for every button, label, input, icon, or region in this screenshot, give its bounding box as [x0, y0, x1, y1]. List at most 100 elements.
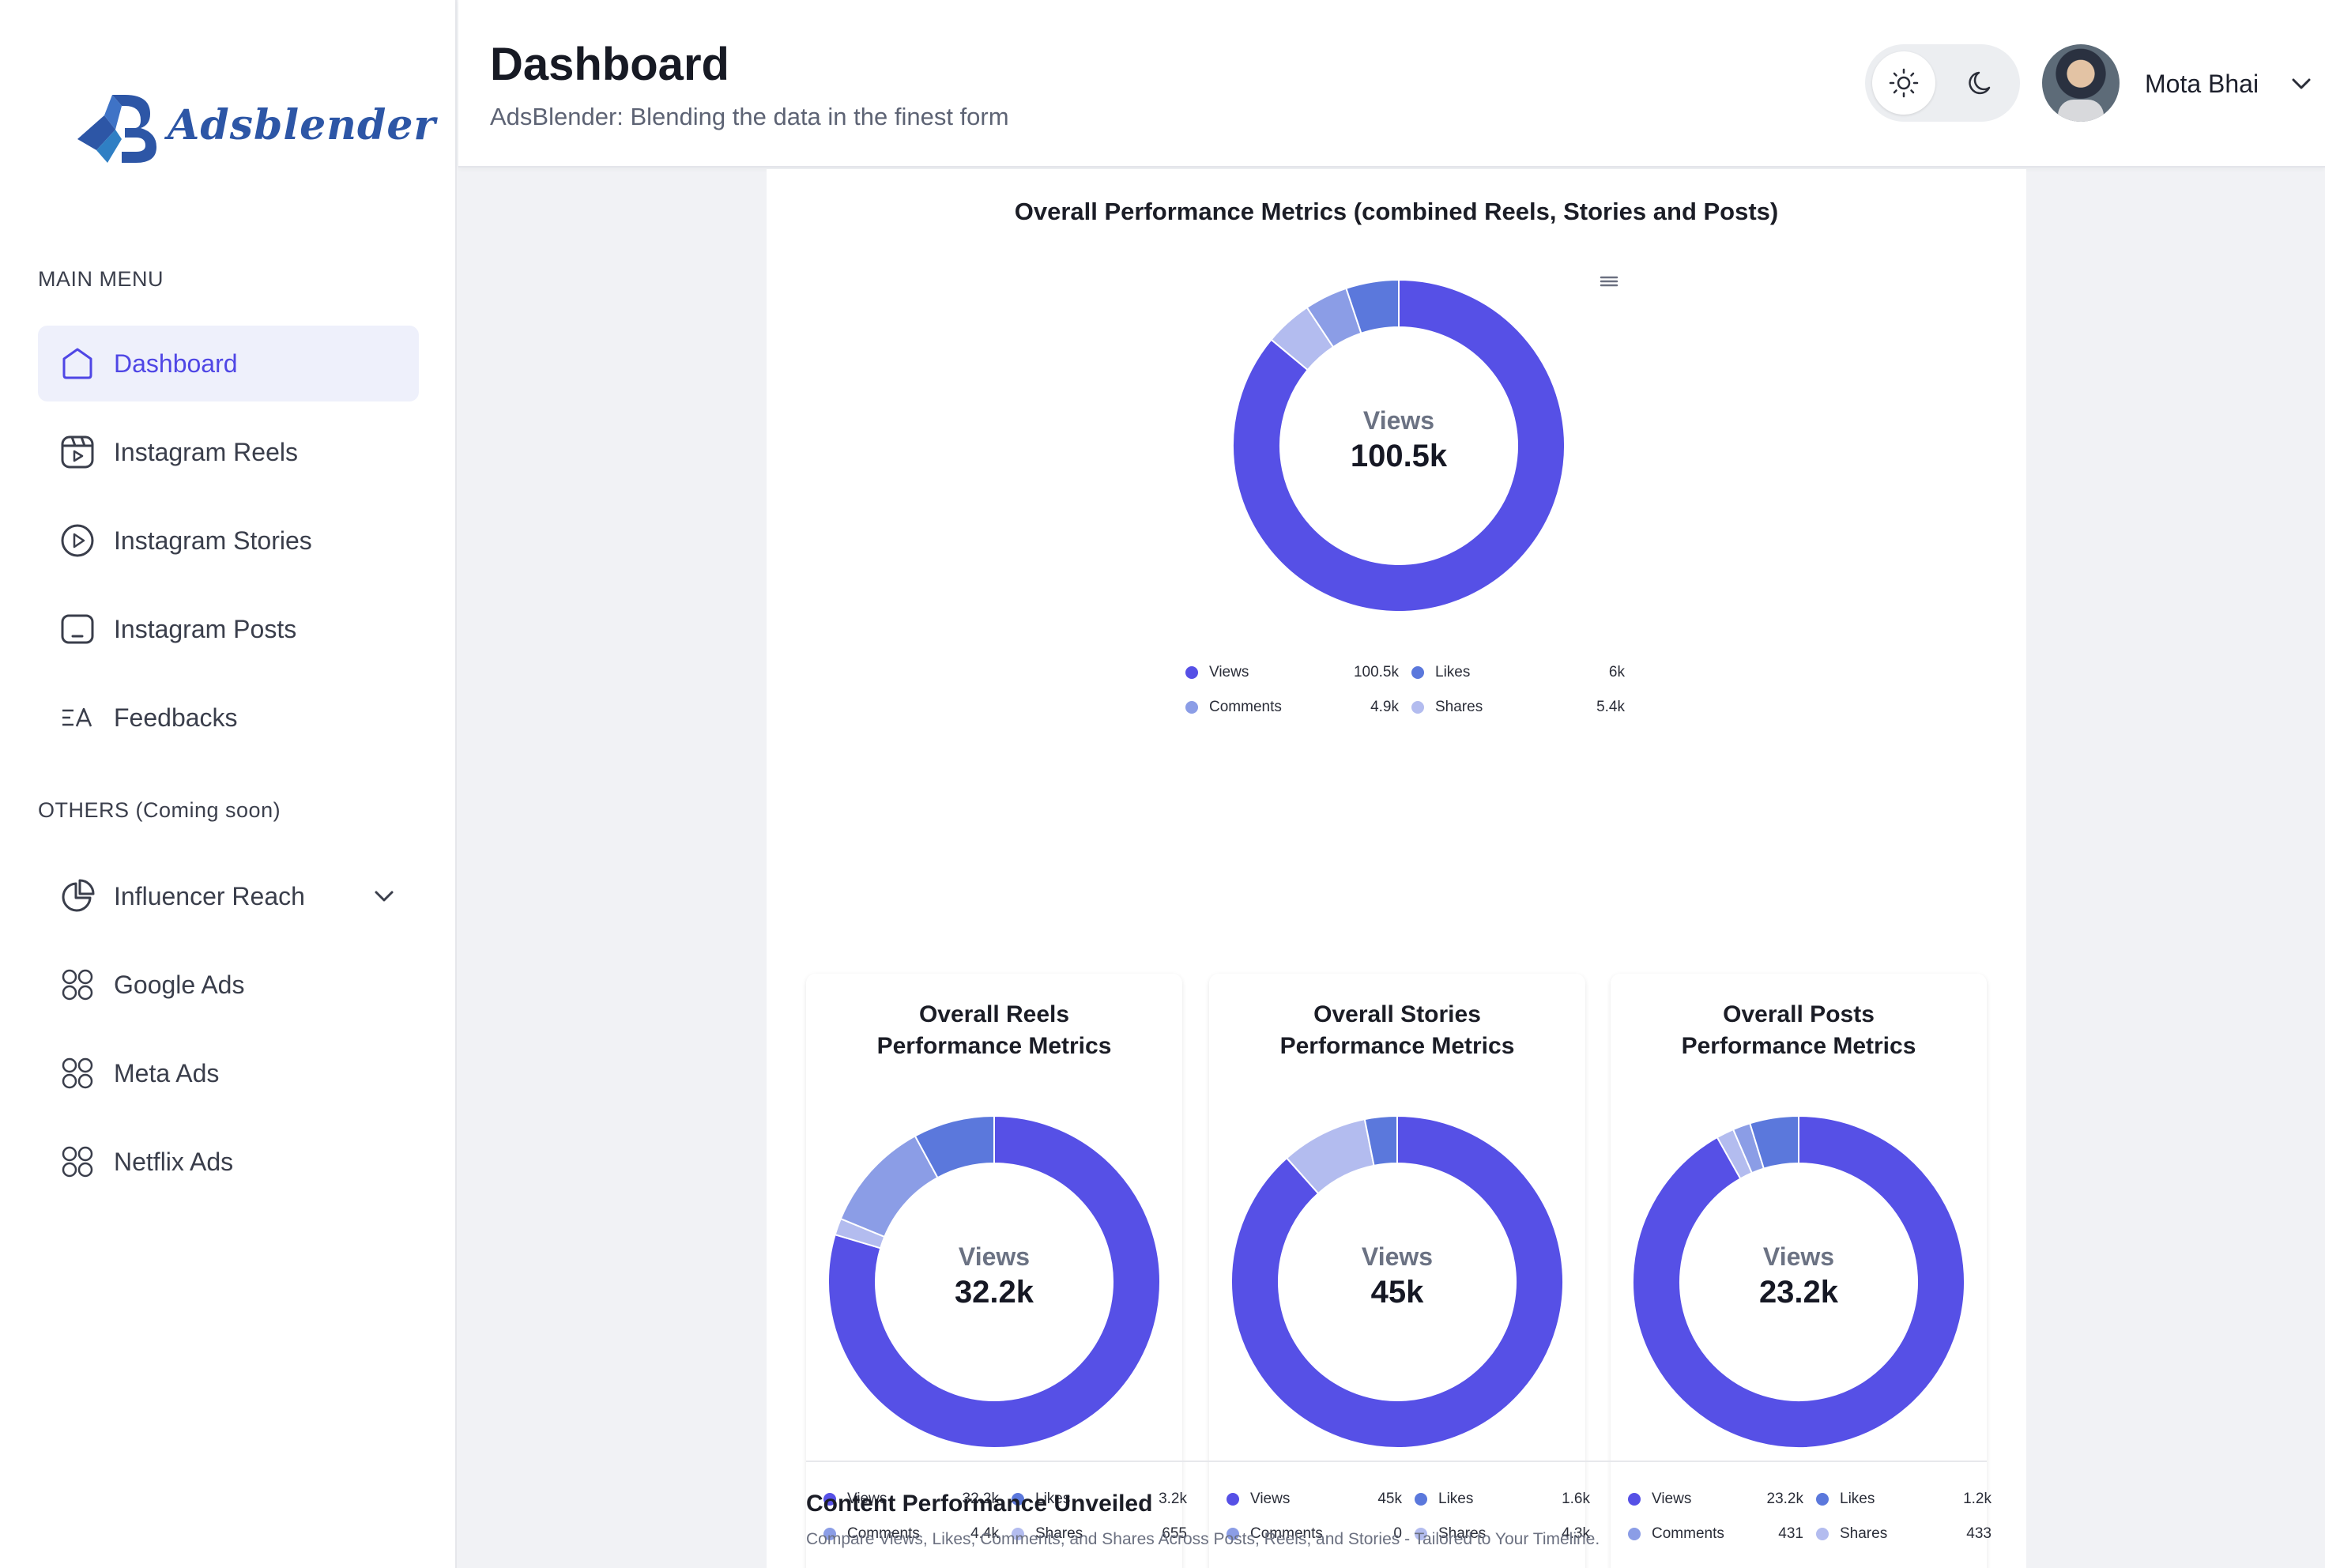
legend-dot — [1185, 701, 1198, 714]
legend-dot — [1816, 1528, 1829, 1540]
reels-chart-card: Overall Reels Performance Metrics Views … — [806, 974, 1187, 1568]
sidebar-item-meta-ads[interactable]: Meta Ads — [38, 1035, 419, 1111]
page-subtitle: AdsBlender: Blending the data in the fin… — [490, 103, 1009, 130]
legend-item-views[interactable]: Views — [1628, 1487, 1691, 1511]
legend-value: 5.4k — [1596, 699, 1625, 715]
title-line: Overall Reels — [918, 1001, 1070, 1027]
legend-item-likes[interactable]: Likes — [1816, 1487, 1875, 1511]
legend-item-comments[interactable]: Comments — [823, 1522, 920, 1546]
donut-center-label: Views — [1361, 1242, 1434, 1271]
sun-icon — [1889, 68, 1919, 98]
legend-value: 433 — [1966, 1525, 1992, 1542]
legend-value: 1.6k — [1562, 1491, 1590, 1507]
donut-center: Views 23.2k — [1631, 1242, 1966, 1310]
legend-item-views[interactable]: Views — [1185, 661, 1249, 684]
sidebar-item-instagram-reels[interactable]: Instagram Reels — [38, 414, 419, 490]
legend-dot — [1411, 666, 1424, 679]
legend-value: 23.2k — [1766, 1491, 1803, 1507]
legend-item-views[interactable]: Views — [823, 1487, 887, 1511]
legend-value: 32.2k — [962, 1491, 999, 1507]
theme-toggle[interactable] — [1865, 44, 2020, 122]
donut-svg — [1232, 278, 1566, 612]
legend-item-likes[interactable]: Likes — [1411, 661, 1470, 684]
donut-center: Views 100.5k — [1231, 406, 1566, 474]
legend-item-shares[interactable]: Shares — [1816, 1522, 1887, 1546]
page-title: Dashboard — [490, 39, 729, 90]
donut-center: Views 32.2k — [827, 1242, 1162, 1310]
reels-icon — [58, 433, 96, 471]
light-mode-button[interactable] — [1872, 51, 1935, 115]
legend-dot — [1628, 1493, 1641, 1506]
sidebar-item-instagram-stories[interactable]: Instagram Stories — [38, 503, 419, 579]
donut-center-label: Views — [1762, 1242, 1835, 1271]
top-header: Dashboard AdsBlender: Blending the data … — [458, 0, 2325, 168]
play-circle-icon — [58, 522, 96, 560]
donut-slice-likes[interactable] — [1749, 1114, 1799, 1170]
chevron-down-icon[interactable] — [2289, 71, 2314, 96]
legend-item-shares[interactable]: Shares — [1415, 1522, 1486, 1546]
legend-label: Shares — [1035, 1525, 1083, 1542]
legend-item-shares[interactable]: Shares — [1012, 1522, 1083, 1546]
legend-dot — [1415, 1493, 1427, 1506]
sidebar-item-dashboard[interactable]: Dashboard — [38, 326, 419, 401]
legend-label: Comments — [847, 1525, 920, 1542]
logo-mark-icon — [77, 95, 156, 163]
stories-chart-title: Overall Stories Performance Metrics — [1209, 999, 1585, 1062]
legend-dot — [1411, 701, 1424, 714]
sidebar-item-influencer-reach[interactable]: Influencer Reach — [38, 858, 419, 934]
legend-item-views[interactable]: Views — [1227, 1487, 1290, 1511]
donut-slice-likes[interactable] — [1363, 1114, 1398, 1167]
stories-chart-card: Overall Stories Performance Metrics View… — [1209, 974, 1590, 1568]
app-logo[interactable]: Adsblender — [73, 84, 436, 166]
logo-text: Adsblender — [168, 100, 436, 149]
user-name[interactable]: Mota Bhai — [2145, 70, 2259, 98]
chart-menu-icon[interactable] — [1596, 272, 1622, 291]
sidebar-item-google-ads[interactable]: Google Ads — [38, 947, 419, 1023]
avatar[interactable] — [2042, 44, 2120, 122]
posts-chart-title: Overall Posts Performance Metrics — [1611, 999, 1987, 1062]
grid-icon — [58, 1143, 96, 1181]
legend-item-comments[interactable]: Comments — [1185, 695, 1282, 719]
section-divider — [806, 1461, 1987, 1462]
legend-label: Comments — [1209, 699, 1282, 715]
sidebar-item-instagram-posts[interactable]: Instagram Posts — [38, 591, 419, 667]
legend-value: 6k — [1608, 664, 1625, 680]
legend-label: Comments — [1652, 1525, 1724, 1542]
title-line: Performance Metrics — [1681, 1033, 1916, 1059]
others-menu-heading: OTHERS (Coming soon) — [38, 798, 281, 822]
moon-icon — [1969, 71, 1991, 95]
legend-item-shares[interactable]: Shares — [1411, 695, 1483, 719]
legend-item-comments[interactable]: Comments — [1227, 1522, 1323, 1546]
legend-value: 431 — [1778, 1525, 1803, 1542]
legend-value: 0 — [1393, 1525, 1402, 1542]
donut-slice-views[interactable] — [1230, 1114, 1564, 1449]
sidebar-item-netflix-ads[interactable]: Netflix Ads — [38, 1124, 419, 1200]
donut-center: Views 45k — [1230, 1242, 1565, 1310]
donut-slice-likes[interactable] — [1345, 278, 1400, 335]
donut-slice-views[interactable] — [827, 1114, 1161, 1449]
grid-icon — [58, 1054, 96, 1092]
sidebar-item-label: Netflix Ads — [114, 1147, 234, 1176]
donut-slice-views[interactable] — [1632, 1114, 1965, 1449]
legend-item-likes[interactable]: Likes — [1012, 1487, 1070, 1511]
main-menu-heading: MAIN MENU — [38, 267, 164, 291]
sidebar-item-label: Instagram Stories — [114, 526, 312, 555]
donut-slice-likes[interactable] — [914, 1114, 995, 1179]
reels-legend: Views 32.2k Likes 3.2k Comments 4.4k Shares 655 — [823, 1487, 1187, 1546]
legend-dot — [1227, 1493, 1239, 1506]
legend-dot — [823, 1493, 836, 1506]
chevron-down-icon[interactable] — [370, 882, 398, 910]
legend-item-comments[interactable]: Comments — [1628, 1522, 1724, 1546]
section-subtitle: Compare Views, Likes, Comments, and Shar… — [806, 1530, 1600, 1548]
legend-dot — [1185, 666, 1198, 679]
legend-item-likes[interactable]: Likes — [1415, 1487, 1473, 1511]
sidebar-item-feedbacks[interactable]: Feedbacks — [38, 680, 419, 756]
legend-label: Likes — [1438, 1491, 1474, 1507]
translate-icon — [58, 699, 96, 737]
legend-label: Views — [1652, 1491, 1692, 1507]
legend-value: 100.5k — [1353, 664, 1399, 680]
posts-chart-card: Overall Posts Performance Metrics Views … — [1611, 974, 1992, 1568]
donut-slice-views[interactable] — [1232, 278, 1566, 612]
dark-mode-button[interactable] — [1950, 51, 2013, 115]
reels-chart-title: Overall Reels Performance Metrics — [806, 999, 1182, 1062]
